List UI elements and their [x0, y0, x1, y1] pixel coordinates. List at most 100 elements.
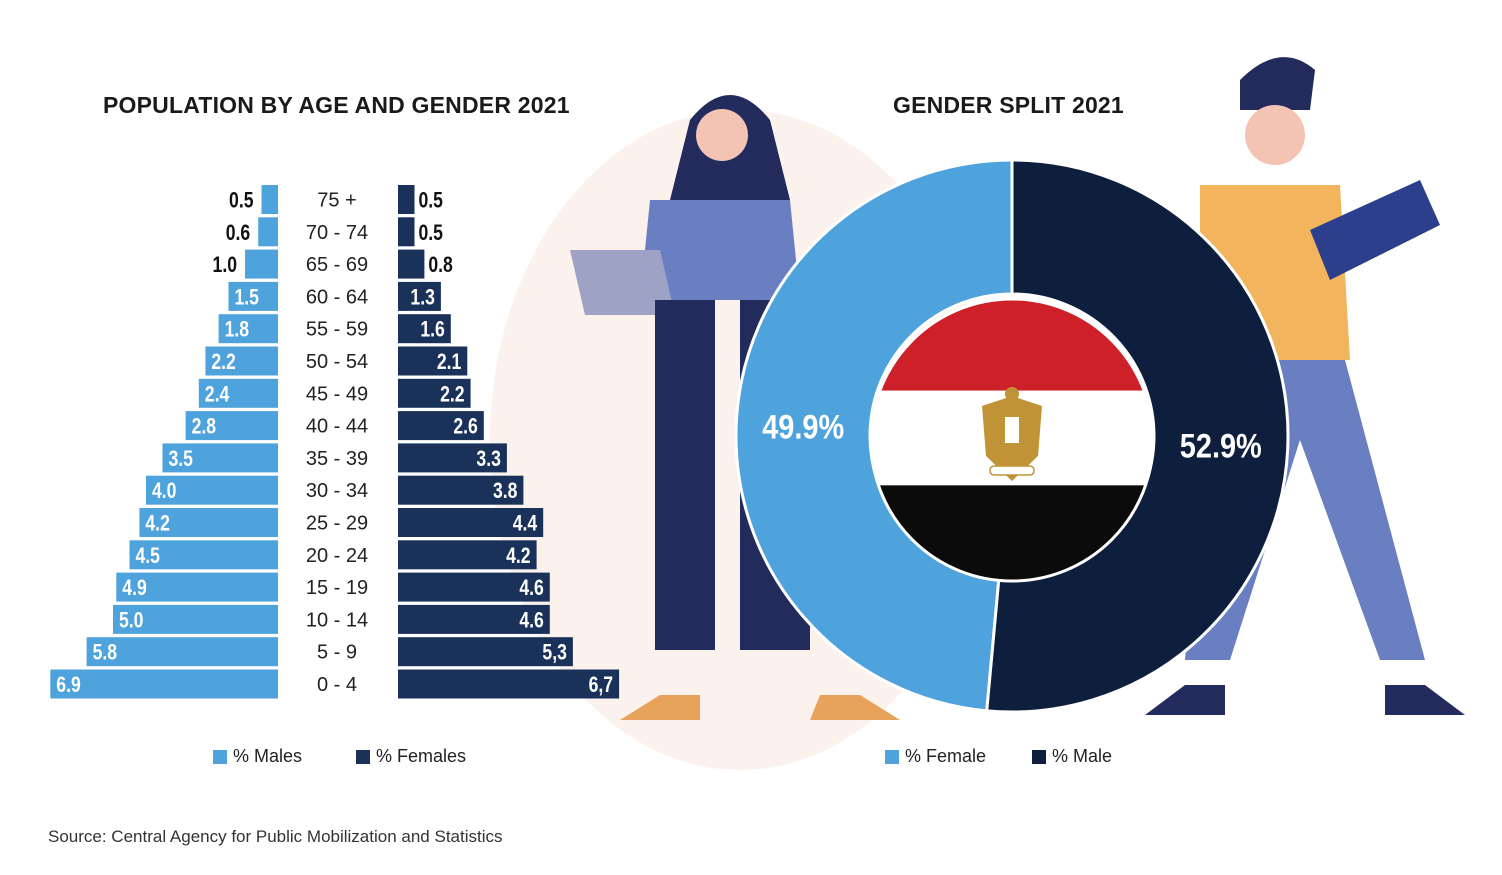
bar-male: [205, 346, 278, 376]
age-label: 30 - 34: [306, 480, 368, 502]
bar-female: [398, 411, 484, 441]
bar-female-label: 4.6: [519, 609, 543, 633]
bar-female: [398, 475, 524, 505]
bar-female: [398, 540, 537, 570]
bar-female-label: 4.2: [506, 544, 530, 568]
bar-male-label: 4.5: [136, 544, 160, 568]
bar-male-label: 1.0: [213, 253, 237, 277]
age-label: 45 - 49: [306, 383, 368, 405]
bar-male-label: 1.5: [235, 286, 259, 310]
legend-label: % Males: [233, 746, 303, 766]
legend-females: % Females: [356, 746, 466, 767]
bar-male: [86, 637, 278, 667]
bar-male: [245, 249, 278, 279]
bar-male-label: 0.6: [226, 221, 250, 245]
bar-male-label: 0.5: [229, 189, 253, 213]
bar-male-label: 2.8: [192, 415, 216, 439]
bar-female-label: 0.8: [428, 253, 452, 277]
bar-male-label: 4.2: [145, 512, 169, 536]
bar-male-label: 2.2: [211, 350, 235, 374]
eagle-scroll: [989, 465, 1035, 476]
legend-swatch-females: [356, 749, 370, 764]
bar-female: [398, 281, 441, 311]
bar-male: [228, 281, 278, 311]
bar-female-label: 6,7: [589, 673, 613, 697]
eagle-emblem-icon: [982, 387, 1042, 481]
bar-female-label: 4.6: [519, 576, 543, 600]
bar-female: [398, 604, 550, 634]
legend-male: % Male: [1032, 746, 1112, 767]
bar-female: [398, 637, 573, 667]
bar-female-label: 0.5: [419, 221, 443, 245]
bar-male-label: 6.9: [56, 673, 80, 697]
legend-label: % Male: [1052, 746, 1113, 766]
bar-female-label: 1.3: [410, 286, 434, 310]
age-label: 10 - 14: [306, 609, 368, 631]
bar-male: [50, 669, 278, 699]
age-label: 65 - 69: [306, 254, 368, 276]
bar-male-label: 4.0: [152, 479, 176, 503]
age-label: 5 - 9: [317, 642, 357, 664]
age-label: 70 - 74: [306, 222, 368, 244]
bar-female: [398, 572, 550, 602]
legend-males: % Males: [213, 746, 302, 767]
age-label: 40 - 44: [306, 416, 368, 438]
bar-female-label: 2.2: [440, 383, 464, 407]
age-label: 0 - 4: [317, 674, 357, 696]
bar-male: [198, 378, 278, 408]
bar-male: [146, 475, 278, 505]
bar-male: [185, 411, 278, 441]
eagle-head: [1005, 387, 1019, 401]
bar-female: [398, 378, 471, 408]
age-label: 50 - 54: [306, 351, 368, 373]
age-label: 15 - 19: [306, 577, 368, 599]
bar-female: [398, 185, 415, 214]
bar-male-label: 5.8: [93, 641, 117, 665]
legend-swatch-males: [213, 749, 227, 764]
flag-border: [869, 297, 1155, 583]
bar-female-label: 0.5: [419, 189, 443, 213]
bar-male-label: 1.8: [225, 318, 249, 342]
bar-female-label: 3.8: [493, 479, 517, 503]
bar-female: [398, 508, 544, 537]
bar-female-label: 2.1: [437, 350, 461, 374]
age-label: 55 - 59: [306, 319, 368, 341]
legend-label: % Females: [376, 746, 467, 766]
age-label: 60 - 64: [306, 286, 368, 308]
bar-male: [261, 185, 278, 214]
bar-male: [218, 314, 278, 344]
bar-female: [398, 217, 415, 247]
source-note: Source: Central Agency for Public Mobili…: [48, 827, 503, 846]
age-label: 75 +: [317, 190, 356, 212]
bar-male: [162, 443, 278, 473]
eagle-shield: [1003, 415, 1021, 445]
bar-female-label: 2.6: [453, 415, 477, 439]
bar-male: [258, 217, 278, 247]
bar-female: [398, 249, 425, 279]
bar-male-label: 2.4: [205, 383, 229, 407]
bar-male: [113, 604, 278, 634]
bar-female-label: 4.4: [513, 512, 537, 536]
slice-male-label: 52.9%: [1180, 426, 1262, 465]
bar-female: [398, 669, 620, 699]
legend-swatch-female: [885, 749, 899, 764]
legend-swatch-male: [1032, 749, 1046, 764]
bar-male-label: 5.0: [119, 609, 143, 633]
bar-male: [139, 508, 278, 537]
legend-label: % Female: [905, 746, 987, 766]
bar-female-label: 5,3: [542, 641, 566, 665]
donut-title: GENDER SPLIT 2021: [893, 92, 1124, 118]
bar-male: [116, 572, 278, 602]
bar-female: [398, 314, 451, 344]
bar-male: [129, 540, 278, 570]
bar-male-label: 4.9: [122, 576, 146, 600]
bar-female-label: 1.6: [420, 318, 444, 342]
bar-female: [398, 346, 468, 376]
age-label: 35 - 39: [306, 448, 368, 470]
age-label: 25 - 29: [306, 513, 368, 535]
slice-male: [985, 158, 1290, 714]
slice-female-label: 49.9%: [762, 407, 844, 446]
pyramid-title: POPULATION BY AGE AND GENDER 2021: [103, 92, 570, 118]
